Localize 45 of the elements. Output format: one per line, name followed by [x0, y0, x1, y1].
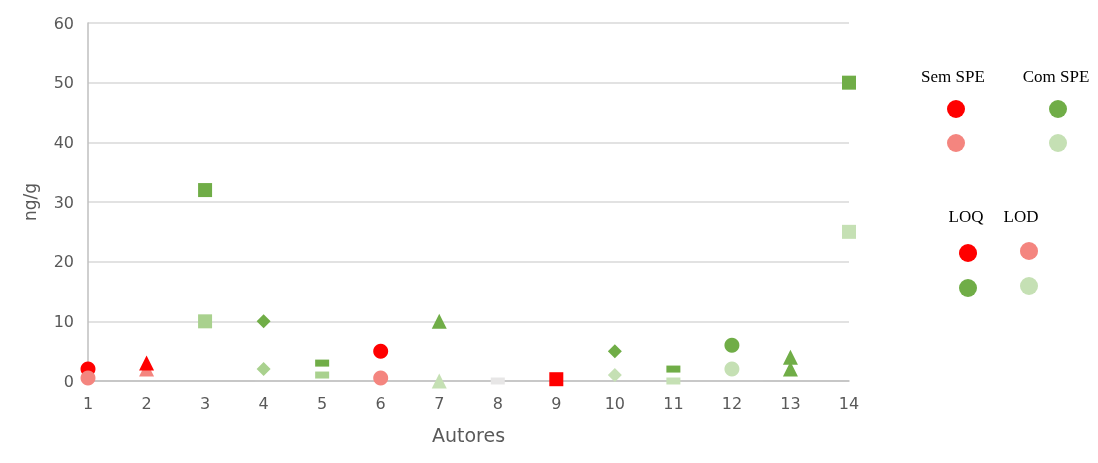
text: Sem SPE	[921, 67, 985, 87]
x-axis-title: Autores	[431, 423, 506, 446]
point	[842, 75, 856, 90]
point	[373, 343, 389, 359]
x-tick-label: 8	[492, 393, 503, 413]
y-tick-label: 10	[53, 311, 74, 331]
x-tick-label: 14	[838, 393, 860, 413]
y-tick-label: 30	[53, 192, 74, 212]
point	[373, 370, 389, 386]
point	[256, 362, 271, 377]
x-tick-label: 4	[258, 393, 269, 413]
x-tick-label: 7	[434, 393, 445, 413]
point	[431, 313, 447, 329]
y-tick-label: 20	[53, 252, 74, 272]
text: Com SPE	[1022, 67, 1090, 87]
y-tick-label: 0	[63, 371, 74, 391]
point	[842, 224, 856, 239]
point	[80, 370, 96, 386]
x-tick-label: 9	[551, 393, 562, 413]
point	[431, 373, 447, 389]
point	[607, 368, 622, 383]
x-tick-label: 13	[780, 393, 801, 413]
point	[549, 372, 564, 387]
x-tick-label: 10	[604, 393, 626, 413]
point	[256, 314, 271, 329]
x-tick-label: 6	[375, 393, 386, 413]
x-tick-label: 12	[721, 393, 743, 413]
point	[607, 344, 622, 359]
y-tick-label: 40	[53, 132, 74, 152]
x-tick-label: 3	[199, 393, 211, 413]
point	[724, 337, 740, 353]
point	[139, 355, 155, 371]
x-tick-label: 11	[663, 393, 684, 413]
x-tick-label: 5	[317, 393, 328, 413]
y-axis-title: ng/g	[19, 182, 40, 222]
point	[724, 361, 740, 377]
text: LOD	[1003, 207, 1039, 227]
point	[782, 349, 798, 365]
x-tick-label: 1	[82, 393, 94, 413]
y-tick-label: 50	[53, 73, 74, 93]
text: LOQ	[948, 207, 984, 227]
x-tick-label: 2	[141, 393, 152, 413]
point	[198, 183, 213, 198]
y-tick-label: 60	[53, 13, 74, 33]
point	[198, 314, 213, 329]
